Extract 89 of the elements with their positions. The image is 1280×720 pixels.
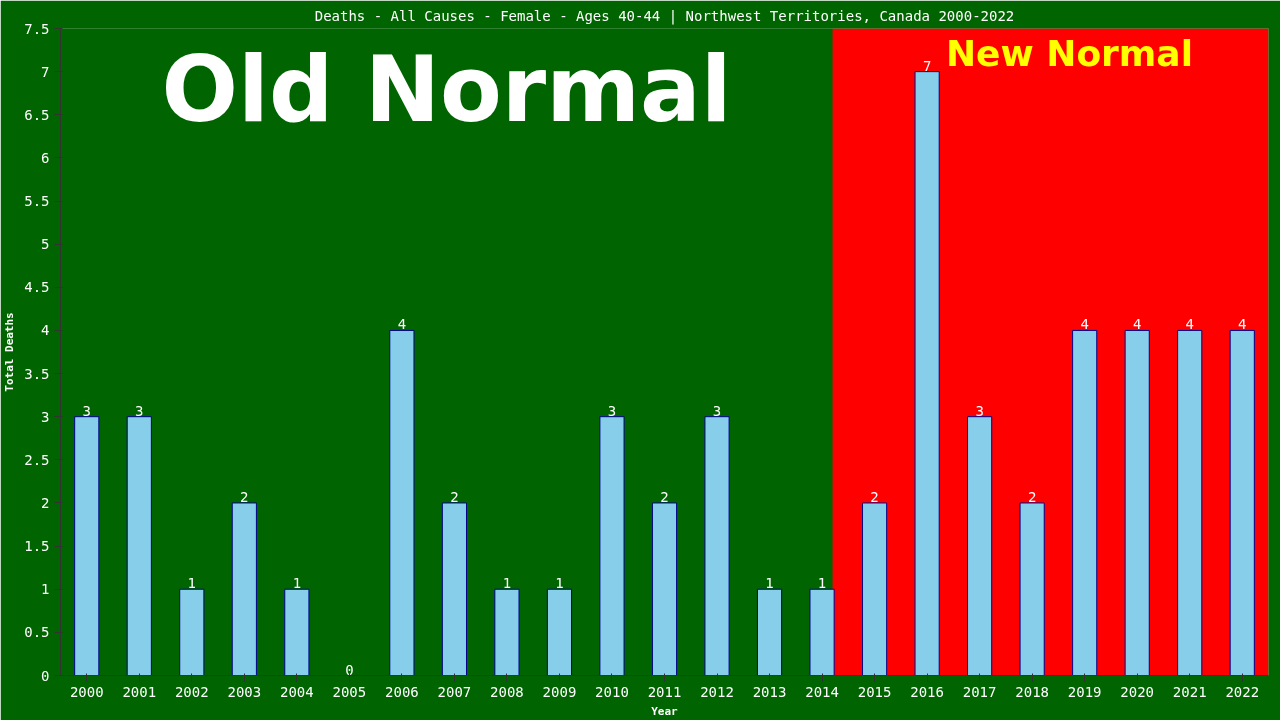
bar	[914, 71, 940, 676]
y-tick-label: 3.5	[24, 365, 50, 382]
y-axis-title: Total Deaths	[3, 312, 17, 392]
y-tick-label: 4	[41, 322, 50, 339]
y-tick-label: 7	[41, 63, 50, 80]
x-tick-label: 2006	[385, 683, 419, 700]
data-label: 3	[975, 402, 984, 419]
bar	[809, 588, 835, 676]
y-tick-label: 3	[41, 408, 50, 425]
x-tick-label: 2003	[227, 683, 262, 700]
y-tick-label: 5	[41, 236, 50, 253]
data-label: 1	[187, 575, 197, 592]
bar	[1124, 329, 1150, 676]
bar	[651, 502, 678, 676]
x-tick-label: 2016	[910, 683, 944, 700]
data-label: 1	[555, 575, 564, 592]
data-label: 1	[292, 575, 302, 592]
bar	[1072, 329, 1098, 676]
x-tick-label: 2022	[1225, 683, 1260, 700]
y-tick-label: 6	[41, 149, 50, 166]
x-tick-label: 2005	[332, 683, 367, 700]
x-tick-label: 2012	[700, 683, 734, 700]
x-tick-label: 2000	[69, 683, 104, 700]
x-tick-label: 2014	[805, 683, 839, 700]
data-label: 2	[240, 488, 249, 505]
data-label: 3	[135, 402, 144, 419]
bar	[389, 329, 415, 676]
y-tick-label: 7.5	[24, 20, 50, 37]
data-label: 2	[660, 488, 669, 505]
x-tick-label: 2007	[437, 683, 472, 700]
bar	[967, 416, 993, 676]
data-label: 3	[607, 402, 617, 419]
data-label: 1	[765, 575, 774, 592]
data-label: 3	[712, 402, 722, 419]
bar	[756, 588, 783, 676]
chart-title: Deaths - All Causes - Female - Ages 40-44 | Northwest Territories, Canada 2000-2022	[314, 7, 1015, 25]
bar	[546, 588, 573, 676]
data-label: 4	[1185, 316, 1194, 333]
data-label: 2	[870, 488, 879, 505]
x-axis-title: Year	[651, 704, 679, 718]
data-label: 2	[1027, 488, 1037, 505]
bar	[179, 588, 205, 676]
x-tick-label: 2004	[279, 683, 314, 700]
band-label: New Normal	[945, 32, 1194, 74]
bar	[441, 502, 467, 676]
data-label: 4	[1132, 316, 1142, 333]
x-tick-label: 2019	[1067, 683, 1102, 700]
y-tick-label: 0.5	[24, 624, 50, 641]
bar	[494, 588, 520, 676]
data-label: 1	[502, 575, 512, 592]
y-tick-label: 2	[41, 494, 50, 511]
x-tick-label: 2008	[490, 683, 524, 700]
data-label: 4	[1238, 316, 1247, 333]
band-label: Old Normal	[161, 36, 732, 142]
data-label: 2	[450, 488, 459, 505]
data-label: 1	[817, 575, 827, 592]
x-tick-label: 2018	[1015, 683, 1050, 700]
bar	[599, 416, 625, 676]
x-tick-label: 2013	[752, 683, 787, 700]
x-tick-label: 2001	[122, 683, 157, 700]
data-label: 0	[345, 661, 354, 678]
x-tick-label: 2021	[1172, 683, 1207, 700]
bar	[1177, 329, 1203, 676]
bar	[126, 416, 152, 676]
y-tick-label: 6.5	[24, 106, 50, 123]
bar	[862, 502, 888, 676]
y-tick-label: 1	[41, 581, 50, 598]
x-tick-label: 2015	[857, 683, 892, 700]
bar	[231, 502, 257, 676]
x-tick-label: 2017	[962, 683, 997, 700]
data-label: 4	[397, 316, 407, 333]
x-tick-label: 2011	[647, 683, 682, 700]
y-tick-label: 5.5	[24, 193, 50, 210]
bar	[1019, 502, 1045, 676]
x-tick-label: 2009	[542, 683, 577, 700]
data-label: 4	[1080, 316, 1089, 333]
data-label: 3	[82, 402, 91, 419]
data-label: 7	[922, 57, 932, 74]
bar	[704, 416, 730, 676]
x-tick-label: 2002	[174, 683, 209, 700]
x-tick-label: 2010	[595, 683, 629, 700]
bar	[1229, 329, 1255, 676]
y-tick-label: 1.5	[24, 538, 50, 555]
bar	[284, 588, 310, 676]
y-tick-label: 0	[41, 667, 50, 684]
bar	[74, 416, 100, 676]
y-tick-label: 4.5	[24, 279, 50, 296]
x-tick-label: 2020	[1120, 683, 1155, 700]
y-tick-label: 2.5	[24, 451, 50, 468]
